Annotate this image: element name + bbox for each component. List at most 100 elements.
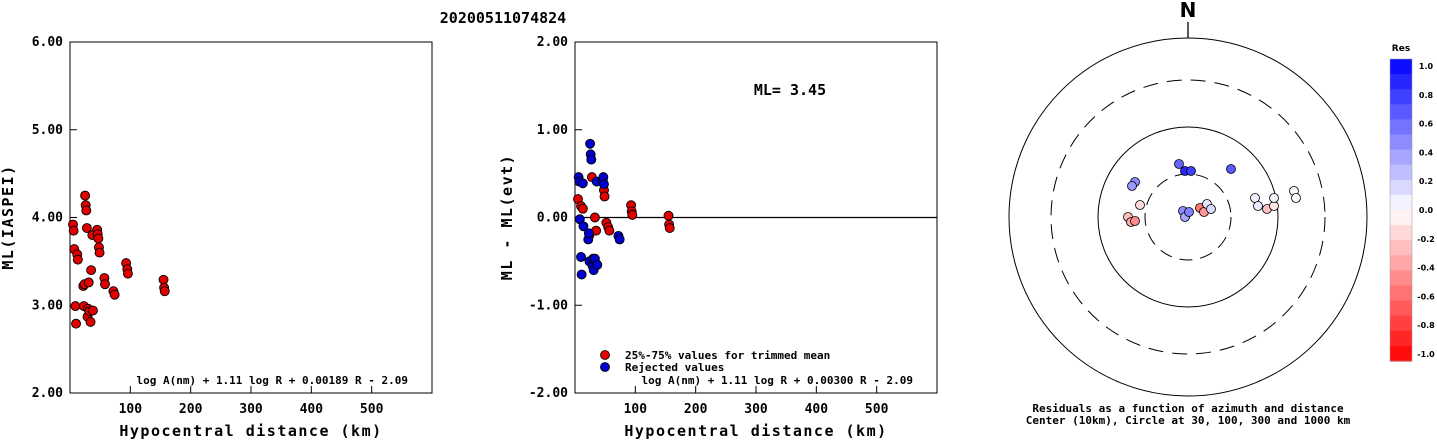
plot1-x-axis-label: Hypocentral distance (km): [119, 422, 382, 440]
p1-data-point: [72, 254, 83, 265]
p1-x-tick-label: 300: [239, 402, 263, 417]
colorbar-title: Res: [1392, 44, 1410, 54]
p1-data-point: [85, 316, 96, 327]
polar-station-point: [1135, 200, 1145, 210]
p2-data-point: [589, 212, 600, 223]
plot1-ticks: 100 200 300 400 500 2.00 3.00 4.00 5.00 6.00: [32, 35, 384, 417]
p1-data-point: [71, 318, 81, 329]
p2-data-point: [578, 221, 589, 232]
colorbar-frame: [1389, 58, 1413, 362]
colorbar-swatch: [1390, 240, 1412, 256]
p2-data-point: [599, 191, 610, 202]
colorbar-swatch: [1390, 330, 1412, 347]
north-label: N: [1180, 0, 1197, 22]
p1-data-point: [81, 223, 92, 233]
p2-data-point: [599, 179, 609, 190]
p2-y-tick-label: 2.00: [537, 35, 568, 50]
p2-x-tick-label: 400: [805, 402, 829, 417]
plot1-y-axis-label: ML(IASPEI): [0, 164, 17, 269]
p2-y-tick-label: -1.00: [529, 298, 568, 313]
colorbar-swatch: [1390, 179, 1412, 196]
colorbar-swatch: [1390, 164, 1412, 181]
p1-data-point: [70, 301, 81, 312]
polar-station-point: [1184, 207, 1194, 217]
figure-title: 20200511074824: [440, 9, 566, 27]
p1-data-point: [100, 279, 110, 290]
colorbar-swatch: [1390, 104, 1412, 120]
plot2-points: [573, 138, 675, 280]
p1-data-point: [109, 289, 120, 300]
p2-data-point: [614, 234, 625, 245]
colorbar-swatch: [1390, 300, 1412, 317]
colorbar-swatch: [1390, 210, 1412, 226]
p2-data-point: [663, 210, 674, 221]
p1-y-tick-label: 5.00: [32, 123, 63, 138]
colorbar-swatch: [1390, 74, 1412, 90]
p2-data-point: [604, 225, 615, 236]
colorbar-label: -0.8: [1417, 321, 1435, 330]
p2-data-point: [592, 259, 603, 270]
polar-points: [1123, 159, 1301, 227]
colorbar-swatch: [1390, 59, 1412, 75]
colorbar-swatch: [1390, 255, 1412, 271]
azimuth-residual-plot: N Residuals as a function of azimuth and…: [1008, 0, 1368, 427]
p1-data-point: [87, 305, 98, 316]
colorbar-swatch: [1390, 89, 1412, 105]
colorbar-swatch: [1390, 119, 1412, 136]
p2-y-tick-label: 0.00: [537, 211, 568, 226]
p1-y-tick-label: 2.00: [32, 386, 63, 401]
ring-300km: [1050, 79, 1326, 355]
polar-station-point: [1186, 166, 1196, 176]
colorbar-label: 0.6: [1419, 120, 1434, 129]
p1-data-point: [86, 265, 97, 276]
polar-caption-line1: Residuals as a function of azimuth and d…: [1032, 402, 1344, 415]
legend-marker-rejected: [600, 362, 610, 372]
plot2-formula: log A(nm) + 1.11 log R + 0.00300 R - 2.0…: [641, 374, 913, 387]
p1-x-tick-label: 500: [360, 402, 384, 417]
p2-data-point: [664, 223, 675, 233]
p2-data-point: [586, 154, 597, 165]
plot1-points: [68, 190, 170, 329]
p2-x-tick-label: 100: [624, 402, 648, 417]
plot1-formula: log A(nm) + 1.11 log R + 0.00189 R - 2.0…: [136, 374, 408, 387]
colorbar-swatch: [1390, 270, 1412, 287]
polar-station-point: [1253, 201, 1263, 211]
colorbar-labels: 1.0 0.8 0.6 0.4 0.2 0.0 -0.2 -0.4 -0.6 -0.8 -1.0: [1417, 62, 1435, 359]
p1-data-point: [159, 286, 170, 297]
p2-data-point: [576, 269, 587, 280]
colorbar-label: 0.0: [1419, 206, 1434, 215]
colorbar-label: 0.8: [1419, 91, 1434, 100]
plot1-frame: [69, 41, 433, 394]
p2-data-point: [627, 209, 638, 220]
residual-vs-distance-plot: 100 200 300 400 500 -2.00 -1.00 0.00 1.00 2.00 Hy…: [498, 35, 938, 440]
colorbar-label: -1.0: [1417, 350, 1435, 359]
colorbar-swatch: [1390, 194, 1412, 211]
colorbar-label: 1.0: [1419, 62, 1434, 71]
colorbar-swatch: [1390, 225, 1412, 241]
p2-y-tick-label: -2.00: [529, 386, 568, 401]
p1-x-tick-label: 400: [300, 402, 324, 417]
p2-data-point: [585, 138, 596, 149]
polar-caption-line2: Center (10km), Circle at 30, 100, 300 an…: [1026, 414, 1351, 427]
p1-data-point: [93, 233, 104, 244]
p1-data-point: [122, 268, 133, 279]
p2-data-point: [576, 252, 586, 262]
colorbar-swatch: [1390, 315, 1412, 332]
p2-x-tick-label: 200: [684, 402, 708, 417]
p1-x-tick-label: 200: [179, 402, 203, 417]
residual-colorbar: Res 1.0 0.8 0.6 0.4 0.2 0.0 -0.2 -0.4 -0.6 -0.8 -1…: [1389, 44, 1435, 362]
legend-label-trimmed: 25%-75% values for trimmed mean: [625, 349, 830, 362]
polar-station-point: [1269, 193, 1279, 203]
plot2-y-axis-label: ML - ML(evt): [498, 154, 516, 280]
polar-station-point: [1291, 193, 1301, 203]
ring-30km: [1144, 173, 1232, 261]
p1-y-tick-label: 3.00: [32, 298, 63, 313]
p1-data-point: [80, 190, 91, 201]
ring-100km: [1097, 126, 1279, 308]
colorbar-swatch: [1390, 285, 1412, 302]
p2-data-point: [583, 228, 594, 239]
polar-station-point: [1130, 216, 1140, 226]
colorbar-swatch: [1390, 345, 1412, 362]
colorbar-label: -0.2: [1417, 235, 1435, 244]
